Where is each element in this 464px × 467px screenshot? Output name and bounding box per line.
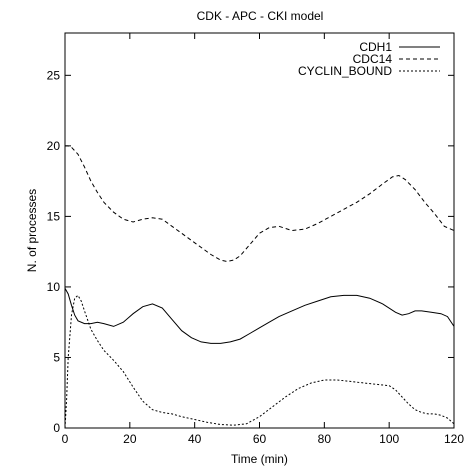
y-tick-label: 5 [53,350,60,364]
series-line-cdh1 [64,288,455,344]
chart-title: CDK - APC - CKI model [197,9,324,23]
x-tick-label: 120 [444,432,464,446]
series-layer [64,145,455,429]
legend-label: CDC14 [353,52,393,66]
x-tick-label: 80 [318,432,332,446]
legend-label: CYCLIN_BOUND [298,64,392,78]
y-axis: 0 5 10 15 20 25 [47,68,454,435]
y-axis-label: N. of processes [25,189,39,272]
x-tick-label: 0 [62,432,69,446]
y-tick-label: 15 [47,209,61,223]
plot-frame [64,32,455,429]
y-tick-label: 20 [47,139,61,153]
x-tick-label: 100 [379,432,399,446]
x-axis-label: Time (min) [231,452,288,466]
x-tick-label: 60 [253,432,267,446]
x-tick-label: 40 [188,432,202,446]
y-tick-label: 10 [47,280,61,294]
y-tick-label: 0 [53,421,60,435]
x-tick-label: 20 [123,432,137,446]
x-axis: 0 20 40 60 80 100 120 [62,33,464,446]
series-line-cdc14 [65,145,455,263]
legend-label: CDH1 [359,40,392,54]
y-tick-label: 25 [47,68,61,82]
series-line-cyclin-bound [64,294,455,429]
